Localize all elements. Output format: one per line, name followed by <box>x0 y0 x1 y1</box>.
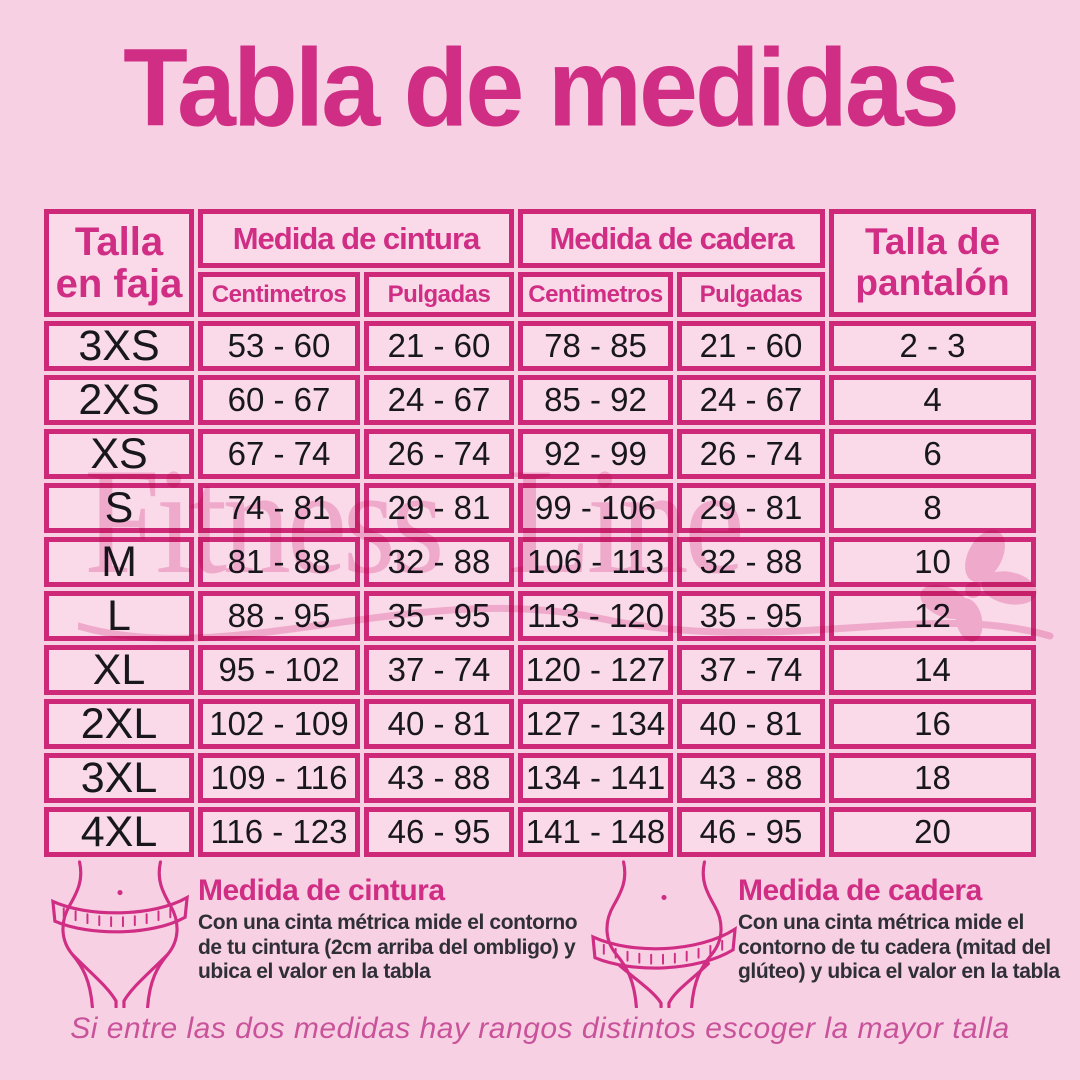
pants-size-cell: 8 <box>829 483 1037 533</box>
header-pants-col: Talla de pantalón <box>829 209 1037 317</box>
pants-size-cell: 20 <box>829 807 1037 857</box>
waist-info-description: Con una cinta métrica mide el contorno d… <box>198 911 578 984</box>
footer-note: Si entre las dos medidas hay rangos dist… <box>70 1012 1010 1045</box>
size-cell: 2XL <box>44 699 194 749</box>
waist-in-cell: 43 - 88 <box>364 753 515 803</box>
waist-in-cell: 46 - 95 <box>364 807 515 857</box>
table-row: S 74 - 81 29 - 81 99 - 106 29 - 81 8 <box>44 483 1037 533</box>
table-row: 2XS 60 - 67 24 - 67 85 - 92 24 - 67 4 <box>44 375 1037 425</box>
hip-in-cell: 21 - 60 <box>677 321 826 371</box>
size-cell: S <box>44 483 194 533</box>
pants-size-cell: 12 <box>829 591 1037 641</box>
waist-in-cell: 29 - 81 <box>364 483 515 533</box>
header-hip-in: Pulgadas <box>677 272 826 317</box>
pants-size-cell: 16 <box>829 699 1037 749</box>
waist-cm-cell: 95 - 102 <box>198 645 360 695</box>
size-cell: M <box>44 537 194 587</box>
pants-size-cell: 2 - 3 <box>829 321 1037 371</box>
table-row: 3XL 109 - 116 43 - 88 134 - 141 43 - 88 … <box>44 753 1037 803</box>
waist-cm-cell: 53 - 60 <box>198 321 360 371</box>
waist-cm-cell: 67 - 74 <box>198 429 360 479</box>
hip-cm-cell: 127 - 134 <box>518 699 674 749</box>
size-table: Talla en faja Medida de cintura Medida d… <box>40 205 1040 861</box>
size-cell: L <box>44 591 194 641</box>
hip-cm-cell: 134 - 141 <box>518 753 674 803</box>
hip-in-cell: 40 - 81 <box>677 699 826 749</box>
hip-cm-cell: 106 - 113 <box>518 537 674 587</box>
waist-cm-cell: 116 - 123 <box>198 807 360 857</box>
hip-info-section: Medida de cadera Con una cinta métrica m… <box>738 874 1070 985</box>
hip-in-cell: 32 - 88 <box>677 537 826 587</box>
hip-cm-cell: 120 - 127 <box>518 645 674 695</box>
waist-info-title: Medida de cintura <box>198 874 445 907</box>
pants-size-cell: 14 <box>829 645 1037 695</box>
size-cell: 2XS <box>44 375 194 425</box>
header-waist-in: Pulgadas <box>364 272 515 317</box>
table-row: XL 95 - 102 37 - 74 120 - 127 37 - 74 14 <box>44 645 1037 695</box>
table-row: M 81 - 88 32 - 88 106 - 113 32 - 88 10 <box>44 537 1037 587</box>
header-waist-group: Medida de cintura <box>198 209 515 269</box>
hip-in-cell: 46 - 95 <box>677 807 826 857</box>
hip-measure-icon <box>591 860 737 1008</box>
size-table-grid: Talla en faja Medida de cintura Medida d… <box>40 205 1040 861</box>
waist-in-cell: 37 - 74 <box>364 645 515 695</box>
waist-in-cell: 24 - 67 <box>364 375 515 425</box>
hip-cm-cell: 78 - 85 <box>518 321 674 371</box>
pants-size-cell: 6 <box>829 429 1037 479</box>
header-size-col: Talla en faja <box>44 209 194 317</box>
waist-info-section: Medida de cintura Con una cinta métrica … <box>198 874 606 985</box>
hip-info-title: Medida de cadera <box>738 874 982 907</box>
table-row: 3XS 53 - 60 21 - 60 78 - 85 21 - 60 2 - … <box>44 321 1037 371</box>
header-hip-cm: Centimetros <box>518 272 674 317</box>
table-row: 2XL 102 - 109 40 - 81 127 - 134 40 - 81 … <box>44 699 1037 749</box>
waist-in-cell: 26 - 74 <box>364 429 515 479</box>
size-cell: XS <box>44 429 194 479</box>
table-row: L 88 - 95 35 - 95 113 - 120 35 - 95 12 <box>44 591 1037 641</box>
size-cell: 3XL <box>44 753 194 803</box>
waist-cm-cell: 74 - 81 <box>198 483 360 533</box>
waist-cm-cell: 88 - 95 <box>198 591 360 641</box>
table-row: 4XL 116 - 123 46 - 95 141 - 148 46 - 95 … <box>44 807 1037 857</box>
waist-cm-cell: 109 - 116 <box>198 753 360 803</box>
hip-info-description: Con una cinta métrica mide el contorno d… <box>738 911 1060 984</box>
hip-cm-cell: 85 - 92 <box>518 375 674 425</box>
hip-cm-cell: 92 - 99 <box>518 429 674 479</box>
waist-in-cell: 40 - 81 <box>364 699 515 749</box>
waist-cm-cell: 81 - 88 <box>198 537 360 587</box>
header-waist-cm: Centimetros <box>198 272 360 317</box>
page-title: Tabla de medidas <box>123 26 960 150</box>
waist-in-cell: 21 - 60 <box>364 321 515 371</box>
header-hip-group: Medida de cadera <box>518 209 826 269</box>
size-cell: 3XS <box>44 321 194 371</box>
hip-cm-cell: 113 - 120 <box>518 591 674 641</box>
hip-in-cell: 29 - 81 <box>677 483 826 533</box>
pants-size-cell: 10 <box>829 537 1037 587</box>
hip-in-cell: 43 - 88 <box>677 753 826 803</box>
header-row-groups: Talla en faja Medida de cintura Medida d… <box>44 209 1037 317</box>
hip-in-cell: 26 - 74 <box>677 429 826 479</box>
waist-in-cell: 32 - 88 <box>364 537 515 587</box>
size-cell: 4XL <box>44 807 194 857</box>
hip-in-cell: 24 - 67 <box>677 375 826 425</box>
waist-cm-cell: 102 - 109 <box>198 699 360 749</box>
pants-size-cell: 4 <box>829 375 1037 425</box>
table-row: XS 67 - 74 26 - 74 92 - 99 26 - 74 6 <box>44 429 1037 479</box>
size-cell: XL <box>44 645 194 695</box>
waist-measure-icon <box>51 860 189 1008</box>
hip-cm-cell: 141 - 148 <box>518 807 674 857</box>
waist-cm-cell: 60 - 67 <box>198 375 360 425</box>
hip-in-cell: 35 - 95 <box>677 591 826 641</box>
header-row-units: Centimetros Pulgadas Centimetros Pulgada… <box>44 272 1036 317</box>
waist-in-cell: 35 - 95 <box>364 591 515 641</box>
pants-size-cell: 18 <box>829 753 1037 803</box>
hip-in-cell: 37 - 74 <box>677 645 826 695</box>
hip-cm-cell: 99 - 106 <box>518 483 674 533</box>
